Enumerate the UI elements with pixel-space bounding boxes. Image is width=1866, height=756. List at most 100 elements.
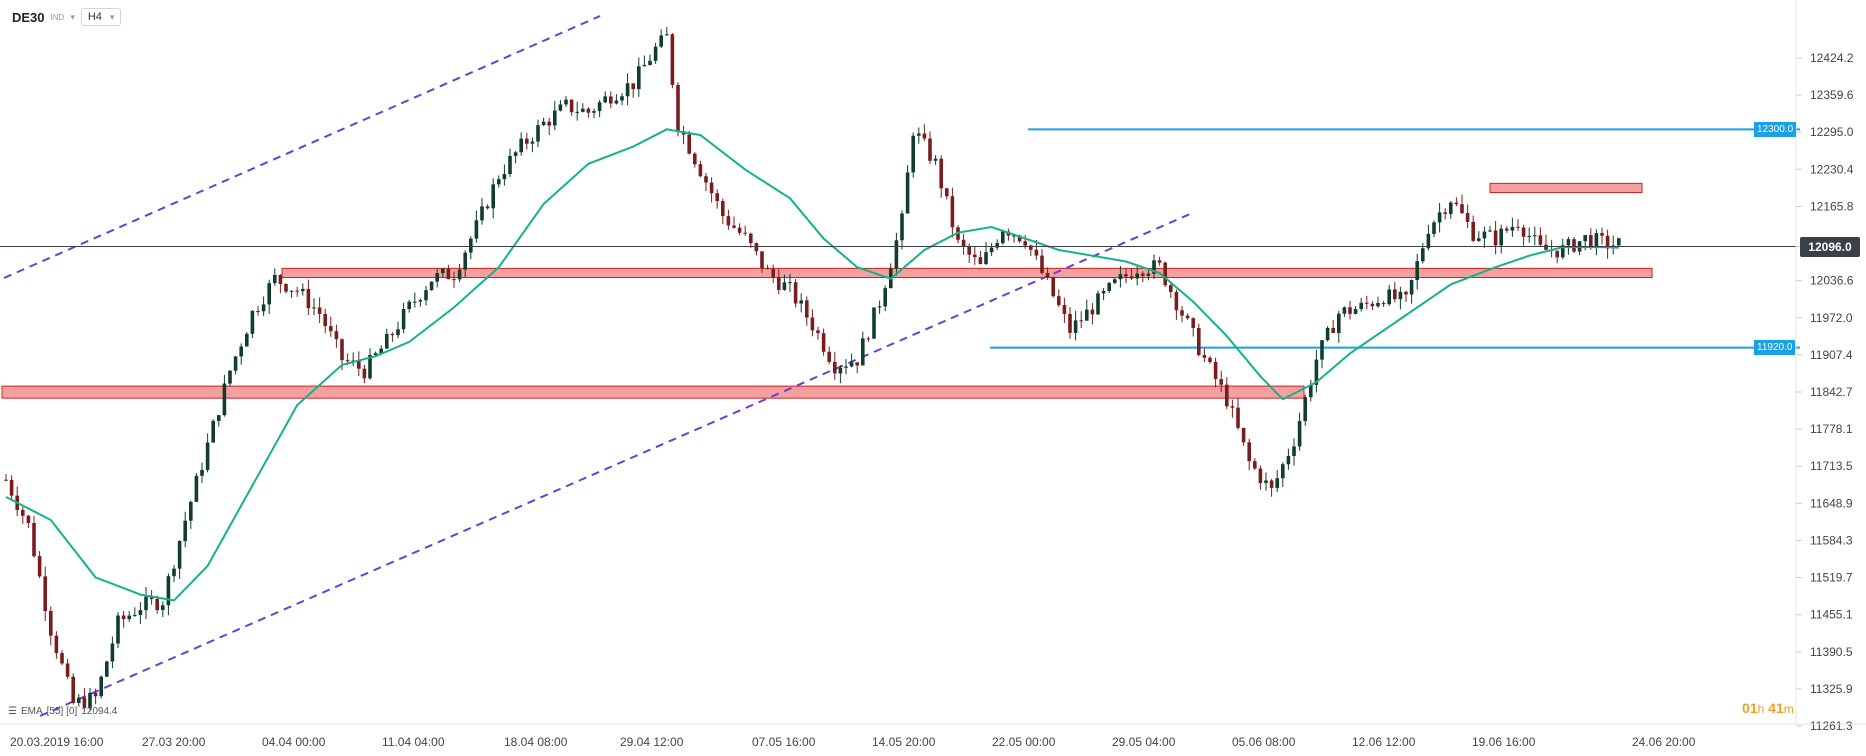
- candle-body: [743, 232, 747, 234]
- candle-body: [827, 351, 831, 362]
- candle-body: [345, 360, 350, 362]
- candle-body: [334, 331, 339, 340]
- candle-body: [709, 182, 714, 194]
- candle-body: [1309, 384, 1313, 398]
- candle-body: [1034, 249, 1039, 256]
- candle-body: [457, 269, 462, 280]
- y-tick-label: 11713.5: [1810, 459, 1853, 473]
- candle-body: [217, 415, 221, 421]
- y-tick-label: 11648.9: [1810, 496, 1853, 510]
- candle-body: [1208, 357, 1212, 362]
- candle-body: [1040, 255, 1044, 273]
- candle-body: [777, 277, 781, 290]
- y-tick-label: 11519.7: [1810, 571, 1853, 585]
- candle-body: [530, 141, 535, 144]
- candle-body: [9, 479, 14, 496]
- candle-body: [149, 596, 154, 599]
- candle-body: [1365, 302, 1369, 304]
- y-tick-label: 12359.6: [1810, 88, 1854, 102]
- candle-body: [267, 283, 271, 305]
- candle-body: [1191, 318, 1195, 328]
- candle-body: [1460, 204, 1464, 214]
- candle-body: [418, 300, 423, 302]
- candle-body: [620, 96, 624, 101]
- sr-zone: [1, 385, 1305, 399]
- candle-body: [1482, 231, 1487, 239]
- candle-body: [239, 346, 243, 357]
- candle-body: [1068, 313, 1072, 333]
- candle-body: [222, 383, 227, 416]
- candle-body: [553, 110, 557, 126]
- candle-body: [1163, 262, 1167, 286]
- candle-body: [525, 138, 529, 144]
- ema-legend[interactable]: ☰ EMA [55] [0] 12094.4: [8, 706, 117, 717]
- candle-body: [631, 83, 635, 90]
- candle-body: [872, 307, 876, 339]
- candle-body: [1381, 302, 1386, 305]
- candle-body: [1157, 260, 1162, 263]
- candle-body: [575, 111, 579, 113]
- candle-body: [1605, 235, 1610, 249]
- ema-line: [5, 128, 1619, 602]
- candle-body: [1471, 221, 1475, 241]
- x-tick-label: 04.04 00:00: [262, 735, 326, 749]
- candle-body: [1415, 261, 1419, 281]
- y-tick-label: 11907.4: [1810, 348, 1853, 362]
- candle-body: [642, 64, 647, 67]
- level-tag-12300[interactable]: 12300.0: [1754, 121, 1797, 137]
- candle-body: [1493, 230, 1498, 246]
- x-tick-label: 05.06 08:00: [1232, 735, 1296, 749]
- candle-body: [1085, 309, 1089, 321]
- candle-body: [1101, 291, 1106, 294]
- x-tick-label: 19.06 16:00: [1472, 735, 1536, 749]
- candle-body: [782, 282, 787, 290]
- candle-body: [1617, 238, 1621, 246]
- candle-body: [161, 605, 165, 611]
- candle-body: [905, 172, 910, 214]
- candle-body: [961, 239, 966, 247]
- x-tick-label: 18.04 08:00: [504, 735, 568, 749]
- candle-body: [967, 246, 971, 255]
- x-tick-label: 22.05 00:00: [992, 735, 1056, 749]
- candle-body: [984, 252, 988, 264]
- candle-body: [60, 653, 64, 664]
- candle-body: [1135, 273, 1139, 279]
- candle-body: [127, 615, 131, 620]
- candle-body: [597, 102, 602, 112]
- y-tick-label: 12036.6: [1810, 274, 1854, 288]
- hamburger-icon[interactable]: ☰: [8, 706, 17, 717]
- timeframe-select[interactable]: H4 ▾: [80, 8, 122, 26]
- candle-body: [749, 233, 753, 244]
- candle-body: [732, 225, 736, 228]
- candle-body: [1001, 231, 1005, 244]
- candle-body: [715, 193, 719, 202]
- symbol-label[interactable]: DE30: [12, 9, 45, 25]
- candle-body: [429, 281, 434, 291]
- candle-body: [1449, 202, 1453, 214]
- y-tick-label: 12295.0: [1810, 125, 1854, 139]
- candle-body: [676, 84, 680, 132]
- candle-body: [1516, 226, 1520, 228]
- candle-body: [586, 108, 591, 113]
- chevron-down-icon[interactable]: ▾: [70, 11, 75, 22]
- candle-body: [1017, 235, 1022, 242]
- candle-body: [1029, 245, 1033, 250]
- x-tick-label: 11.04 04:00: [382, 735, 445, 749]
- candle-body: [737, 227, 742, 233]
- candle-body: [536, 125, 540, 142]
- candle-body: [704, 176, 708, 183]
- sr-zone: [1489, 182, 1643, 194]
- candle-body: [1589, 235, 1593, 248]
- candle-body: [1124, 274, 1128, 277]
- candle-body: [1062, 305, 1067, 314]
- candle-body: [849, 362, 854, 367]
- candle-body: [121, 615, 126, 620]
- candle-body: [1555, 250, 1559, 258]
- candle-body: [771, 269, 775, 278]
- level-tag-11920[interactable]: 11920.0: [1754, 340, 1796, 356]
- candle-body: [189, 501, 193, 521]
- candle-body: [317, 307, 322, 314]
- candle-body: [978, 257, 983, 264]
- candle-body: [273, 274, 277, 284]
